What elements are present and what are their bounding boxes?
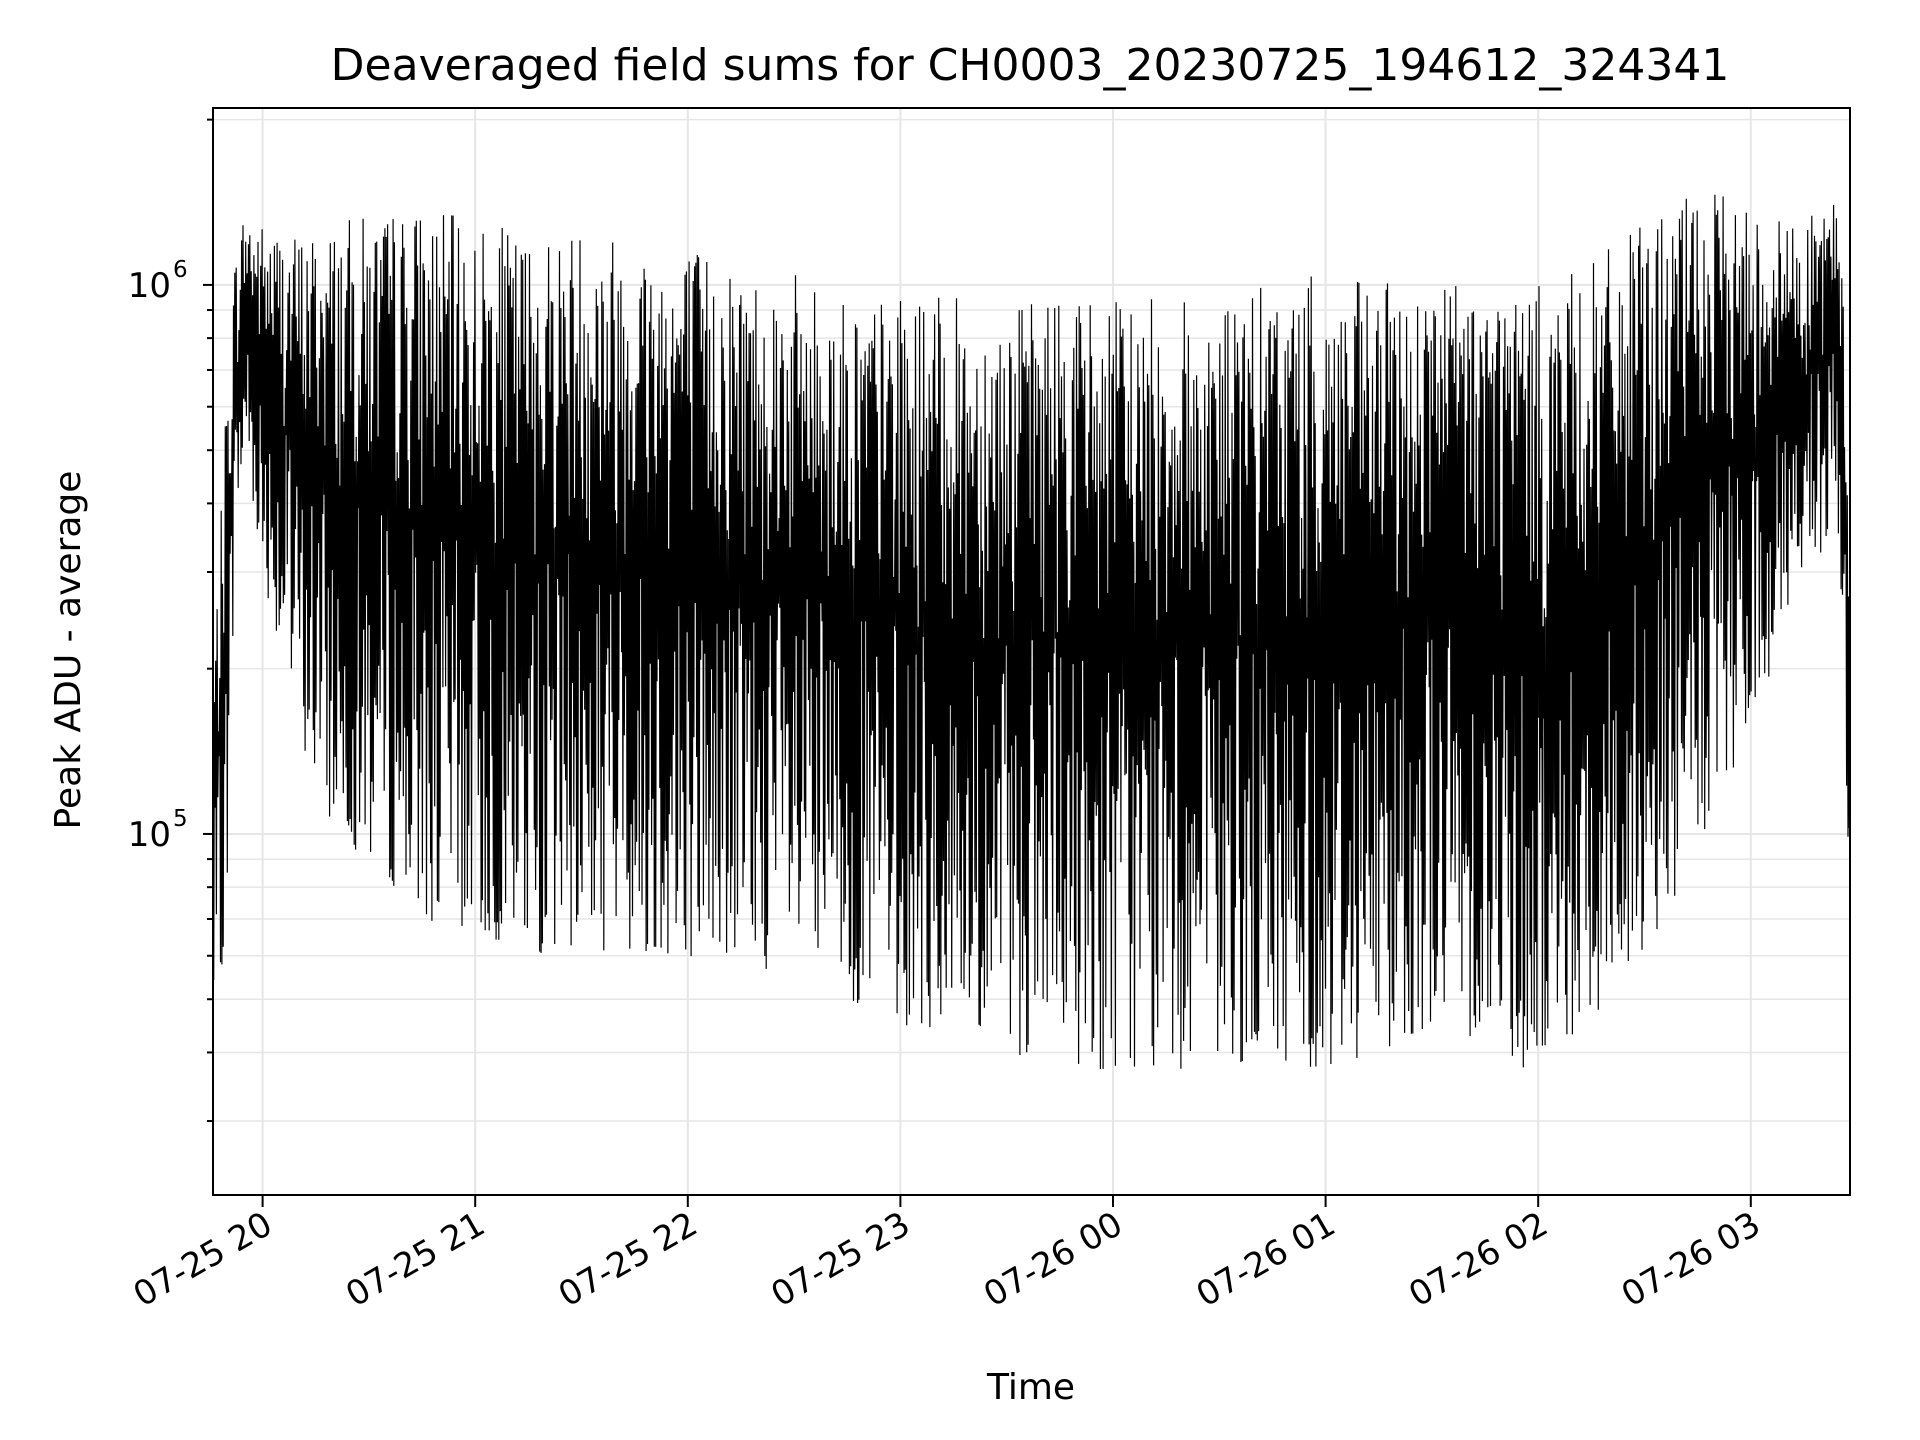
chart-title: Deaveraged field sums for CH0003_2023072…: [331, 40, 1730, 91]
plot-frame: [212, 107, 1851, 1196]
series-trace: [212, 194, 1851, 1070]
y-tick-exponent: 5: [173, 806, 188, 832]
y-tick-label: 10: [128, 815, 171, 855]
x-axis-label: Time: [986, 1367, 1075, 1408]
y-axis-label: Peak ADU - average: [48, 471, 89, 830]
y-tick-label: 10: [128, 266, 171, 306]
series-line: [212, 194, 1851, 1070]
y-tick-exponent: 6: [173, 257, 188, 283]
